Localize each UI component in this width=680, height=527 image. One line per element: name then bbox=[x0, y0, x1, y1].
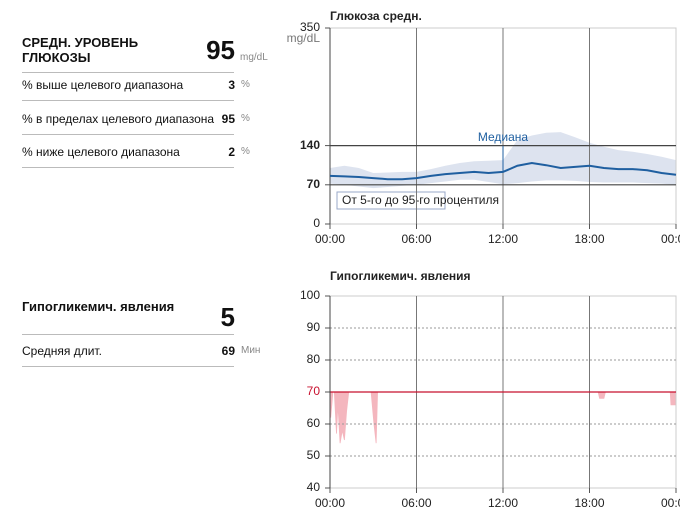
separator bbox=[22, 133, 234, 135]
x-tick-label: 12:00 bbox=[488, 232, 518, 246]
y-tick-label: 70 bbox=[307, 384, 321, 398]
y-tick-label: 50 bbox=[307, 448, 321, 462]
separator bbox=[22, 100, 234, 101]
summary-title: СРЕДН. УРОВЕНЬ ГЛЮКОЗЫ bbox=[22, 35, 139, 65]
y-tick-label: 40 bbox=[307, 480, 321, 494]
y-tick-label: 70 bbox=[307, 177, 321, 191]
y-tick-label: 0 bbox=[313, 216, 320, 230]
stat-label: % в пределах целевого диапазона bbox=[22, 111, 215, 126]
x-tick-label: 00:00 bbox=[315, 232, 345, 246]
summary-unit: mg/dL bbox=[240, 52, 268, 63]
y-tick-label: 140 bbox=[300, 138, 320, 152]
stat-value: 2 bbox=[228, 145, 235, 159]
chart-title: Гипогликемич. явления bbox=[330, 269, 471, 283]
y-tick-label: 60 bbox=[307, 416, 321, 430]
x-tick-label: 18:00 bbox=[574, 232, 604, 246]
stat-label: % ниже целевого диапазона bbox=[22, 145, 180, 159]
plot bbox=[329, 391, 677, 444]
separator bbox=[22, 72, 234, 73]
chart-title: Глюкоза средн. bbox=[330, 9, 422, 23]
stat-label: % выше целевого диапазона bbox=[22, 78, 184, 92]
stat-value: 95 bbox=[221, 111, 235, 126]
stat-label: Средняя длит. bbox=[22, 344, 102, 358]
x-tick-label: 00:00 bbox=[661, 496, 680, 510]
band-legend: От 5-го до 95-го процентиля bbox=[342, 193, 499, 207]
events-value: 5 bbox=[220, 302, 235, 332]
y-tick-label: 350 bbox=[300, 20, 320, 34]
separator bbox=[22, 167, 234, 168]
y-tick-label: 100 bbox=[300, 288, 320, 302]
median-label: Медиана bbox=[478, 130, 529, 144]
stat-unit: Мин bbox=[241, 345, 261, 356]
stat-unit: % bbox=[241, 112, 250, 124]
y-unit: mg/dL bbox=[287, 31, 321, 45]
y-tick-label: 90 bbox=[307, 320, 321, 334]
x-tick-label: 06:00 bbox=[401, 496, 431, 510]
stat-value: 3 bbox=[228, 78, 235, 92]
x-tick-label: 18:00 bbox=[574, 496, 604, 510]
y-tick-label: 80 bbox=[307, 352, 321, 366]
x-tick-label: 12:00 bbox=[488, 496, 518, 510]
x-tick-label: 06:00 bbox=[401, 232, 431, 246]
x-tick-label: 00:00 bbox=[315, 496, 345, 510]
x-tick-label: 00:00 bbox=[661, 232, 680, 246]
events-title: Гипогликемич. явления bbox=[22, 299, 175, 314]
separator bbox=[22, 366, 234, 367]
stat-unit: % bbox=[241, 146, 250, 157]
summary-value: 95 bbox=[206, 35, 235, 65]
stat-unit: % bbox=[241, 79, 250, 90]
band-legend-box bbox=[336, 191, 446, 210]
area bbox=[329, 391, 677, 444]
separator bbox=[22, 334, 234, 335]
stat-value: 69 bbox=[221, 344, 235, 358]
